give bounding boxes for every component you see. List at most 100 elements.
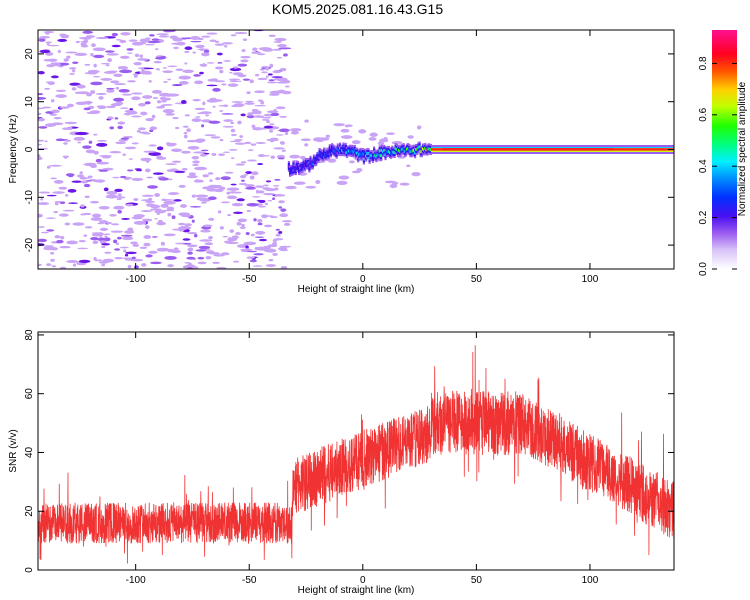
spectrogram-ridge-core: [369, 154, 372, 158]
spectrogram-cell: [305, 185, 317, 189]
spectrogram-cell: [246, 209, 252, 212]
spectrogram-cell: [75, 101, 88, 106]
spectrogram-cell: [83, 183, 91, 188]
spectrogram-cell: [254, 104, 267, 107]
spectrogram-cell: [40, 197, 44, 201]
spectrogram-cell: [83, 39, 88, 44]
spectrogram-cell: [146, 203, 155, 206]
spectrogram-cell: [65, 173, 75, 177]
spectrogram-cell: [75, 40, 80, 44]
spectrogram-cell: [202, 174, 210, 178]
spectrogram-cell: [38, 107, 45, 110]
spectrogram-cell: [196, 112, 207, 115]
spectrogram-cell: [205, 114, 209, 117]
spectrogram-cell: [115, 38, 122, 41]
spectrogram-cell: [176, 41, 186, 46]
spectrogram-cell: [107, 116, 114, 120]
spectrogram-cell: [143, 242, 151, 247]
spectrogram-cell: [51, 265, 57, 268]
spectrogram-cell: [253, 172, 259, 175]
spectrogram-cell: [244, 141, 252, 145]
spectrogram-cell: [265, 180, 271, 183]
spectrogram-cell: [281, 220, 293, 223]
spectrogram-cell: [230, 34, 237, 37]
spectrogram-cell: [98, 205, 110, 210]
spectrogram-cell: [117, 121, 126, 125]
spectrogram-cell: [124, 146, 137, 150]
spectrogram-cell: [318, 137, 330, 141]
spectrogram-cell: [93, 150, 99, 155]
spectrogram-cell: [241, 223, 245, 228]
spectrogram-cell: [69, 67, 77, 70]
spectrogram-cell: [52, 122, 64, 126]
spectrogram-cell: [262, 187, 271, 190]
spectrogram-cell: [79, 171, 84, 175]
spectrogram-cell: [59, 106, 70, 109]
spectrogram-cell: [226, 187, 240, 191]
spectrogram-cell: [214, 40, 220, 44]
spectrogram-ridge-core: [309, 159, 312, 163]
x-tick-label: -50: [242, 575, 257, 586]
spectrogram-cell: [184, 46, 193, 51]
spectrogram-cell: [38, 155, 41, 160]
x-tick-label: 50: [471, 575, 483, 586]
spectrogram-cell: [117, 193, 122, 197]
spectrogram-cell: [283, 53, 288, 57]
spectrogram-ridge-core: [413, 151, 417, 155]
spectrogram-cell: [223, 60, 232, 62]
spectrogram-cell: [99, 162, 103, 165]
spectrogram-cell: [278, 230, 283, 234]
spectrogram-cell: [271, 76, 283, 78]
spectrogram-cell: [231, 101, 244, 103]
spectrogram-ridge-core: [356, 151, 359, 155]
spectrogram-ridge-core: [408, 148, 411, 152]
spectrogram-cell: [167, 264, 174, 268]
spectrogram-cell: [250, 111, 261, 115]
spectrogram-cell: [261, 65, 268, 68]
spectrogram-ridge-core: [368, 156, 371, 160]
spectrogram-cell: [268, 258, 274, 262]
spectrogram-cell: [54, 200, 66, 203]
spectrogram-ridge-core: [342, 146, 345, 150]
spectrogram-cell: [141, 263, 147, 267]
spectrogram-cell: [126, 48, 134, 51]
spectrogram-cell: [151, 38, 160, 41]
spectrogram-cell: [263, 245, 271, 250]
spectrogram-ridge-core: [425, 148, 428, 152]
spectrogram-cell: [156, 146, 164, 151]
spectrogram-cell: [194, 107, 206, 111]
spectrogram-cell: [120, 137, 130, 140]
spectrogram-cell: [187, 251, 193, 255]
spectrogram-cell: [209, 179, 213, 183]
spectrogram-cell: [257, 190, 265, 194]
spectrogram-cell: [113, 97, 125, 102]
spectrogram-cell: [230, 183, 237, 186]
spectrogram-cell: [58, 186, 68, 190]
spectrogram-cell: [144, 200, 156, 203]
spectrogram-cell: [193, 151, 207, 154]
spectrogram-ridge-core: [407, 147, 410, 151]
spectrogram-cell: [253, 218, 257, 222]
spectrogram-cell: [156, 33, 169, 36]
spectrogram-cell: [171, 84, 183, 86]
spectrogram-ridge-core: [384, 153, 387, 157]
spectrogram-cell: [145, 43, 155, 46]
spectrogram-cell: [386, 132, 395, 135]
spectrogram-cell: [106, 190, 118, 195]
spectrogram-cell: [257, 53, 266, 56]
spectrogram-cell: [175, 68, 184, 72]
colorbar-tick-label: 0.0: [698, 262, 709, 276]
spectrogram-cell: [192, 163, 199, 167]
spectrogram-cell: [230, 133, 237, 137]
spectrogram-cell: [84, 195, 90, 199]
spectrogram-cell: [238, 182, 248, 186]
spectrogram-cell: [106, 53, 119, 56]
snr-y-ticks: 0 20 40 60 80: [24, 329, 674, 573]
spectrogram-cell: [44, 140, 48, 143]
spectrogram-cell: [261, 71, 268, 74]
spectrogram-cell: [278, 200, 285, 204]
spectrogram-cell: [49, 164, 62, 167]
spectrogram-cell: [333, 123, 345, 127]
spectrogram-cell: [379, 138, 385, 143]
spectrogram-cell: [299, 155, 306, 160]
